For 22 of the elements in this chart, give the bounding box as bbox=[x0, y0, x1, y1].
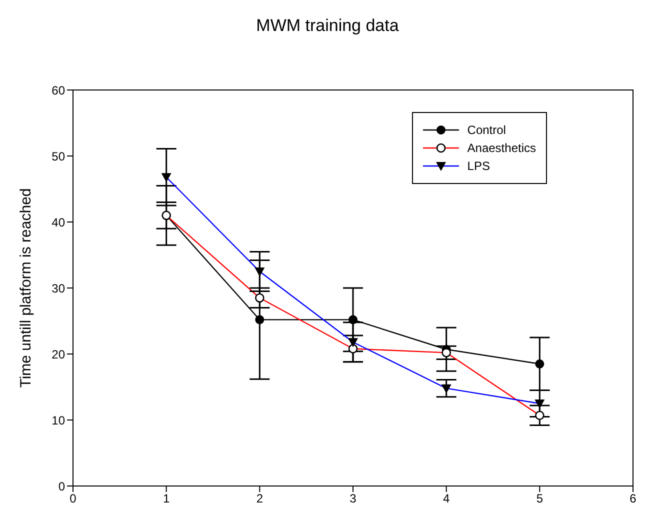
x-tick-label: 2 bbox=[256, 492, 264, 506]
x-tick-label: 6 bbox=[630, 492, 637, 506]
y-axis-title: Time untill platform is reached bbox=[17, 188, 34, 388]
chart-title: MWM training data bbox=[255, 16, 400, 36]
point bbox=[535, 359, 544, 368]
x-tick-label: 5 bbox=[536, 492, 544, 506]
y-tick-label: 20 bbox=[52, 347, 66, 362]
x-tick-label: 3 bbox=[350, 492, 357, 506]
point bbox=[348, 315, 358, 324]
x-tick-label: 0 bbox=[70, 492, 77, 506]
x-tick-label: 1 bbox=[162, 492, 170, 506]
legend-label: Control bbox=[467, 123, 506, 137]
legend-label: Anaesthetics bbox=[467, 141, 536, 155]
y-tick-label: 50 bbox=[52, 149, 66, 164]
y-tick-label: 60 bbox=[52, 83, 66, 98]
legend-label: LPS bbox=[467, 159, 490, 173]
y-tick-label: 0 bbox=[58, 479, 66, 494]
x-tick-label: 4 bbox=[442, 492, 450, 506]
point bbox=[255, 315, 264, 324]
y-tick-label: 10 bbox=[52, 413, 66, 428]
y-tick-label: 30 bbox=[52, 281, 66, 296]
y-tick-label: 40 bbox=[52, 215, 66, 230]
